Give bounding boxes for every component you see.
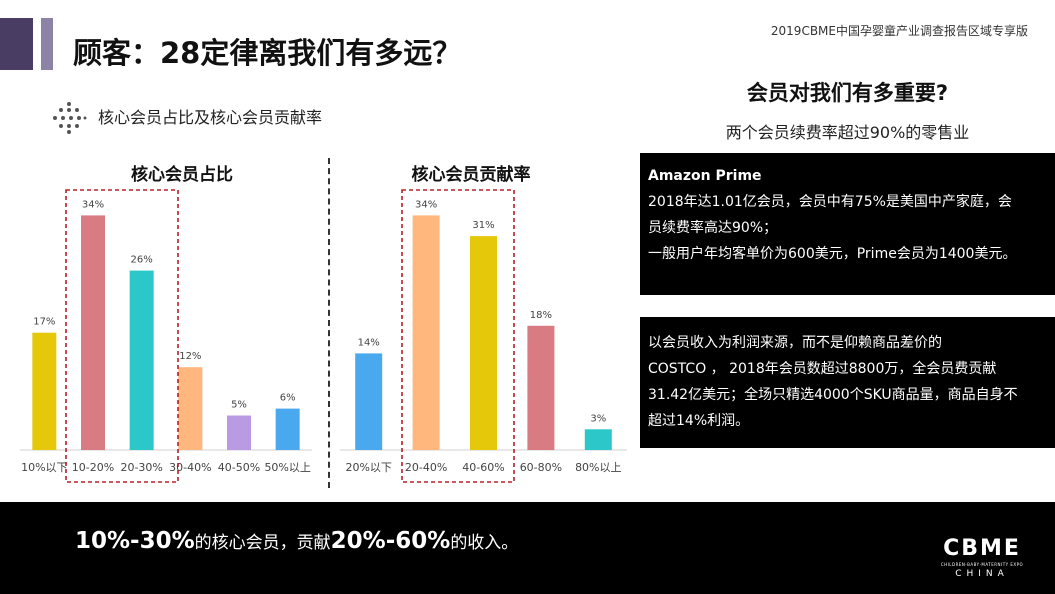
- data-label: 6%: [280, 393, 296, 404]
- data-label: 17%: [33, 317, 55, 328]
- costco-line: 以会员收入为利润来源，而不是仰赖商品差价的: [648, 335, 942, 351]
- bar: [355, 353, 383, 450]
- data-label: 3%: [590, 413, 606, 424]
- tick-label: 30-40%: [169, 461, 211, 474]
- tick-label: 20%以下: [345, 461, 391, 474]
- right-panel-subtitle: 两个会员续费率超过90%的零售业: [725, 123, 970, 142]
- costco-line: 31.42亿美元；全场只精选4000个SKU商品量，商品自身不: [648, 387, 1018, 403]
- data-label: 18%: [530, 310, 552, 321]
- bar: [470, 236, 497, 450]
- title-accent-bar-light: [41, 18, 53, 70]
- data-label: 34%: [415, 199, 437, 210]
- footer-banner: 10%-30%的核心会员，贡献20%-60%的收入。 CBME CHILDREN…: [0, 502, 1055, 594]
- chart-title-contribution: 核心会员贡献率: [411, 165, 531, 185]
- data-label: 34%: [82, 199, 104, 210]
- tick-label: 50%以上: [264, 461, 310, 474]
- amazon-heading: Amazon Prime: [648, 168, 762, 184]
- tick-label: 10-20%: [72, 461, 114, 474]
- amazon-line: 2018年达1.01亿会员，会员中有75%是美国中产家庭，会: [648, 194, 1012, 210]
- section-label: 核心会员占比及核心会员贡献率: [98, 108, 323, 127]
- amazon-prime-box: Amazon Prime 2018年达1.01亿会员，会员中有75%是美国中产家…: [640, 153, 1055, 295]
- bar: [412, 215, 440, 450]
- tick-label: 60-80%: [520, 461, 562, 474]
- bar: [584, 429, 612, 450]
- amazon-line: 一般用户年均客单价为600美元，Prime会员为1400美元。: [648, 246, 1017, 262]
- highlight-box: [401, 189, 515, 483]
- tick-label: 20-30%: [120, 461, 162, 474]
- amazon-line: 员续费率高达90%；: [648, 220, 778, 236]
- footer-text-part: 的收入。: [450, 533, 519, 553]
- footer-highlight: 20%-60%: [330, 528, 451, 554]
- costco-box: 以会员收入为利润来源，而不是仰赖商品差价的 COSTCO ， 2018年会员数超…: [640, 317, 1055, 448]
- tick-label: 40-50%: [218, 461, 260, 474]
- footer-summary: 10%-30%的核心会员，贡献20%-60%的收入。: [75, 528, 518, 554]
- chart-divider: [328, 158, 330, 488]
- bar: [275, 408, 300, 450]
- data-label: 5%: [231, 400, 247, 411]
- bar: [129, 270, 154, 450]
- title-accent-bar: [0, 18, 33, 70]
- bar: [32, 332, 57, 450]
- highlight-box: [65, 189, 179, 483]
- bar: [527, 325, 555, 450]
- cbme-logo: CBME CHILDREN·BABY·MATERNITY EXPO CHINA: [937, 536, 1027, 579]
- bar: [227, 415, 251, 450]
- bar: [178, 367, 203, 450]
- data-label: 14%: [358, 337, 380, 348]
- footer-highlight: 10%-30%: [75, 528, 195, 554]
- logo-sub: CHINA: [955, 569, 1009, 579]
- tick-label: 40-60%: [462, 461, 504, 474]
- tick-label: 10%以下: [21, 461, 67, 474]
- bar: [81, 215, 105, 450]
- tick-label: 80%以上: [575, 461, 621, 474]
- logo-mark: CBME: [943, 536, 1021, 561]
- costco-line: 超过14%利润。: [648, 413, 750, 429]
- data-label: 12%: [179, 351, 201, 362]
- right-panel-title: 会员对我们有多重要?: [746, 81, 949, 105]
- data-label: 31%: [472, 220, 494, 231]
- page-title: 顾客：28定律离我们有多远？: [73, 36, 462, 70]
- chart-title-member-share: 核心会员占比: [131, 165, 233, 185]
- costco-line: COSTCO ， 2018年会员数超过8800万，全会员费贡献: [648, 361, 997, 377]
- report-label: 2019CBME中国孕婴童产业调查报告区域专享版: [770, 24, 1028, 38]
- data-label: 26%: [131, 255, 153, 266]
- tick-label: 20-40%: [405, 461, 447, 474]
- dots-grid-icon: [53, 102, 87, 134]
- logo-tagline: CHILDREN·BABY·MATERNITY EXPO: [940, 562, 1024, 567]
- bar-charts: 17% 10%以下 34% 10-20% 26% 20-30% 12% 30-40% 5% 40-…: [20, 189, 627, 483]
- footer-text-part: 的核心会员，贡献: [194, 533, 331, 553]
